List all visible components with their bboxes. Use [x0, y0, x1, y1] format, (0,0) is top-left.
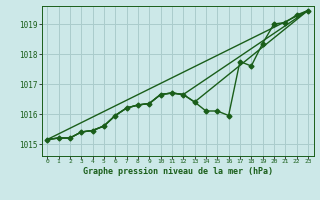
X-axis label: Graphe pression niveau de la mer (hPa): Graphe pression niveau de la mer (hPa)	[83, 167, 273, 176]
